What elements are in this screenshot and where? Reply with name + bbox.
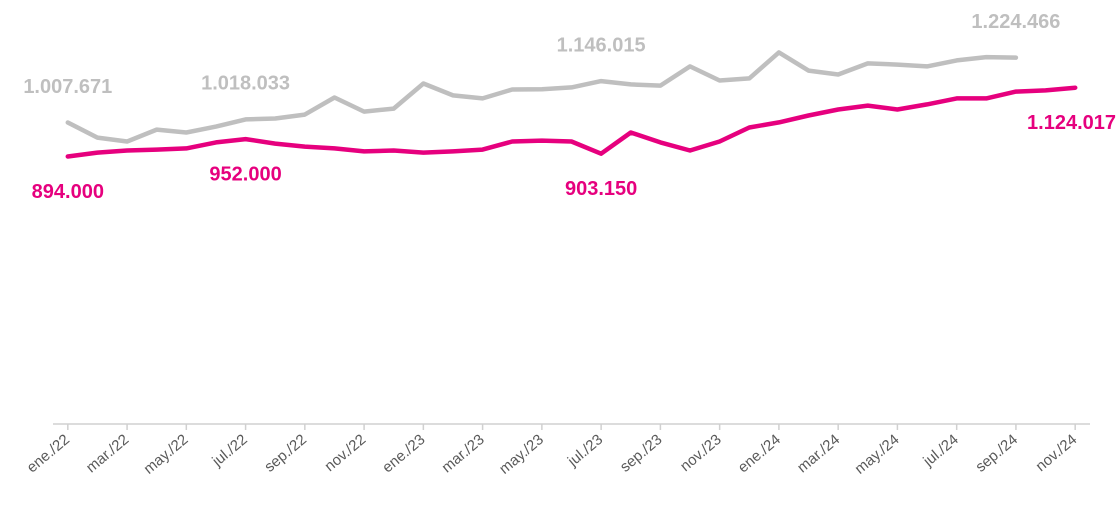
x-tick-label: jul./22 xyxy=(208,431,250,470)
x-tick-label: ene./22 xyxy=(24,431,73,476)
x-tick-label: sep./22 xyxy=(261,431,310,476)
x-tick-label: mar./23 xyxy=(438,431,487,476)
x-tick-label: mar./24 xyxy=(794,431,843,476)
x-tick-label: nov./23 xyxy=(677,431,725,475)
data-label: 894.000 xyxy=(32,181,104,203)
x-tick-label: mar./22 xyxy=(83,431,132,476)
x-tick-label: sep./23 xyxy=(617,431,666,476)
series-line xyxy=(65,50,1019,144)
x-tick-label: ene./23 xyxy=(379,431,428,476)
data-label: 1.124.017 xyxy=(1027,112,1116,134)
data-label: 1.007.671 xyxy=(23,76,112,98)
x-tick-label: nov./24 xyxy=(1033,431,1081,475)
data-label: 1.146.015 xyxy=(557,34,646,56)
x-tick-label: may./22 xyxy=(140,431,191,478)
x-tick-label: sep./24 xyxy=(972,431,1021,476)
data-label: 952.000 xyxy=(209,163,281,185)
x-tick-label: jul./23 xyxy=(564,431,606,470)
x-tick-label: jul./24 xyxy=(919,431,961,470)
x-tick-label: ene./24 xyxy=(735,431,784,476)
x-tick-label: nov./22 xyxy=(321,431,369,475)
data-label: 1.224.466 xyxy=(971,11,1060,33)
data-label: 1.018.033 xyxy=(201,73,290,95)
x-tick-label: may./23 xyxy=(496,431,547,478)
data-label: 903.150 xyxy=(565,178,637,200)
x-tick-label: may./24 xyxy=(852,431,903,478)
series-line xyxy=(65,85,1078,159)
